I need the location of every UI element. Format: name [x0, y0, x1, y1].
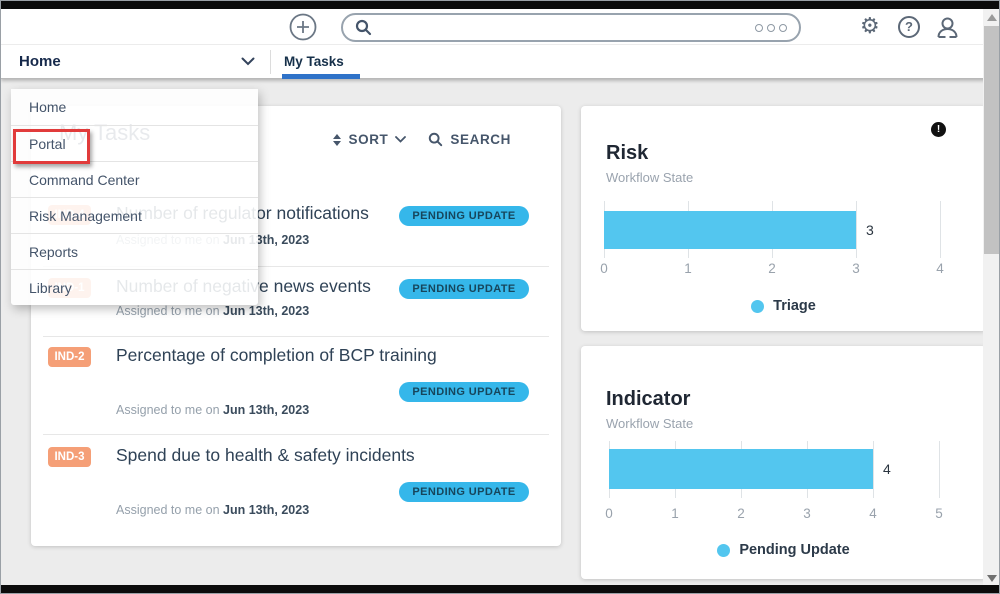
menu-item-command-center[interactable]: Command Center [11, 161, 258, 197]
search-input[interactable] [380, 20, 755, 35]
legend-dot-icon [717, 543, 731, 557]
scroll-up-arrow-icon[interactable] [987, 14, 997, 21]
chart-bar[interactable] [604, 211, 856, 249]
nav-dropdown-label: Home [19, 53, 61, 70]
status-badge: PENDING UPDATE [399, 382, 529, 402]
search-control[interactable]: SEARCH [428, 132, 511, 147]
gridline [939, 441, 940, 498]
bottom-black-strip [1, 585, 999, 593]
x-tick-label: 3 [852, 261, 860, 276]
menu-item-reports[interactable]: Reports [11, 233, 258, 269]
content-area: My Tasks SORT SEARCH I [1, 79, 999, 586]
chart-plot: 3 [604, 201, 941, 258]
nav-dropdown-toggle[interactable]: Home [1, 45, 269, 78]
risk-chart-card: ! Risk Workflow State 3 0 1 2 3 4 Triage [581, 106, 986, 331]
scroll-down-arrow-icon[interactable] [987, 575, 997, 582]
list-controls: SORT SEARCH [333, 132, 511, 147]
x-tick-label: 0 [605, 506, 613, 521]
sort-label: SORT [348, 132, 389, 147]
nav-dropdown-menu: Home Portal Command Center Risk Manageme… [11, 89, 258, 305]
vertical-scrollbar [983, 9, 999, 587]
x-tick-label: 4 [936, 261, 944, 276]
x-tick-label: 3 [803, 506, 811, 521]
task-id-badge: IND-3 [48, 447, 91, 467]
legend-label: Triage [773, 298, 816, 314]
chart-legend: Triage [581, 298, 986, 314]
legend-label: Pending Update [739, 542, 850, 558]
divider [43, 336, 549, 337]
gridline [856, 201, 857, 258]
menu-item-home[interactable]: Home [29, 99, 67, 115]
status-badge: PENDING UPDATE [399, 206, 529, 226]
user-profile-icon[interactable] [935, 15, 960, 40]
x-tick-label: 2 [737, 506, 745, 521]
task-assigned: Assigned to me on Jun 13th, 2023 [116, 403, 310, 417]
global-search[interactable] [341, 13, 801, 42]
task-title[interactable]: Spend due to health & safety incidents [116, 445, 415, 465]
chart-subtitle: Workflow State [606, 170, 694, 185]
x-tick-label: 0 [600, 261, 608, 276]
add-button[interactable] [289, 13, 317, 41]
info-icon[interactable]: ! [931, 122, 946, 137]
menu-item-risk-management[interactable]: Risk Management [11, 197, 258, 233]
x-tick-label: 5 [935, 506, 943, 521]
top-bar: ⚙ ? [1, 9, 999, 45]
my-tasks-panel: My Tasks SORT SEARCH I [31, 106, 561, 546]
chevron-down-icon [241, 57, 255, 66]
x-axis-ticks: 0 1 2 3 4 [600, 261, 944, 277]
search-icon [355, 19, 372, 36]
scrollbar-thumb[interactable] [984, 26, 999, 254]
legend-dot-icon [751, 299, 765, 313]
task-assigned: Assigned to me on Jun 13th, 2023 [116, 304, 310, 318]
gridline [940, 201, 941, 258]
tab-active-underline [282, 74, 360, 79]
chart-title: Indicator [606, 388, 691, 410]
indicator-chart-card: Indicator Workflow State 4 0 1 2 3 4 5 Pendin… [581, 346, 986, 579]
help-icon[interactable]: ? [898, 16, 920, 38]
plus-circle-icon [289, 13, 317, 41]
divider [43, 266, 549, 267]
chart-plot: 4 [609, 441, 940, 498]
chart-bar[interactable] [609, 449, 873, 489]
portal-highlight-box [13, 129, 90, 164]
x-axis-ticks: 0 1 2 3 4 5 [605, 506, 943, 522]
sort-control[interactable]: SORT [333, 132, 407, 147]
gridline [873, 441, 874, 498]
x-tick-label: 1 [684, 261, 692, 276]
settings-gear-icon[interactable]: ⚙ [860, 14, 880, 39]
task-title[interactable]: Percentage of completion of BCP training [116, 345, 437, 365]
status-badge: PENDING UPDATE [399, 482, 529, 502]
x-tick-label: 4 [869, 506, 877, 521]
search-icon [429, 132, 443, 147]
x-tick-label: 2 [768, 261, 776, 276]
nav-divider [270, 50, 271, 74]
task-id-badge: IND-2 [48, 347, 91, 367]
chart-legend: Pending Update [581, 542, 986, 558]
search-label: SEARCH [450, 132, 511, 147]
status-badge: PENDING UPDATE [399, 279, 529, 299]
nav-bar: Home My Tasks [1, 45, 999, 79]
chart-title: Risk [606, 142, 649, 164]
menu-item-portal[interactable]: Portal [11, 125, 258, 161]
top-black-strip [1, 1, 999, 9]
divider [43, 434, 549, 435]
bar-value-label: 4 [883, 461, 891, 477]
bar-value-label: 3 [866, 222, 874, 238]
tab-my-tasks[interactable]: My Tasks [284, 54, 344, 69]
menu-item-library[interactable]: Library [11, 269, 258, 305]
sort-icon [333, 133, 342, 146]
search-options-icon[interactable] [755, 23, 787, 32]
task-assigned: Assigned to me on Jun 13th, 2023 [116, 503, 310, 517]
chevron-down-icon [395, 136, 407, 143]
chart-subtitle: Workflow State [606, 416, 694, 431]
x-tick-label: 1 [671, 506, 679, 521]
